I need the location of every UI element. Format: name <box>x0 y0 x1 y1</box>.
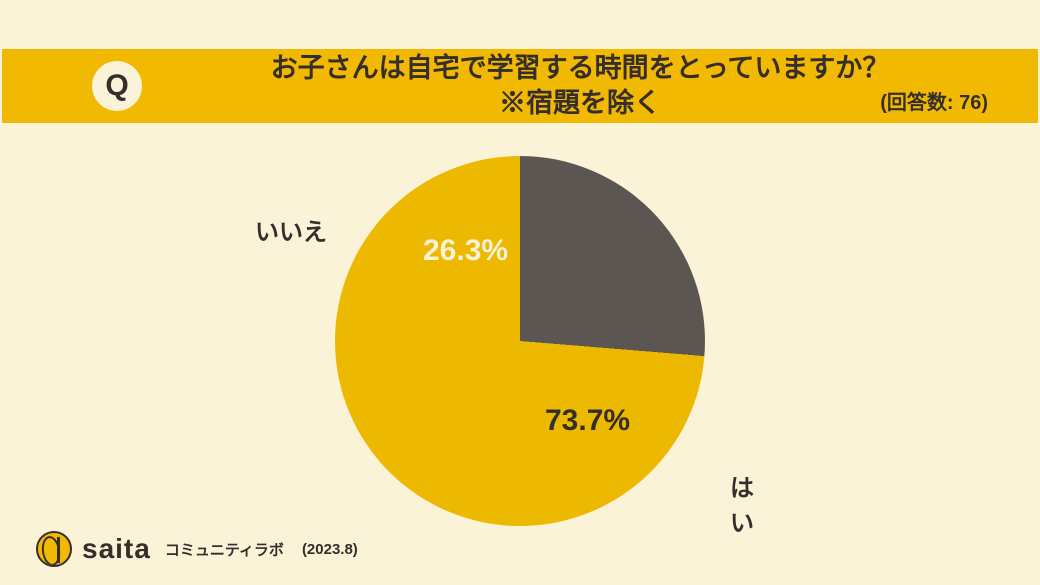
pie-chart-area: 26.3% 73.7% いいえ はい <box>0 142 1040 540</box>
label-yes: はい <box>730 468 754 538</box>
brand-logo-icon <box>36 531 72 567</box>
respondent-count: (回答数: 76) <box>880 86 988 115</box>
brand-subtitle: コミュニティラボ <box>165 539 284 560</box>
footer: saita コミュニティラボ (2023.8) <box>36 531 358 567</box>
brand-name: saita <box>82 533 151 565</box>
question-header-bar: Q お子さんは自宅で学習する時間をとっていますか？ ※宿題を除く (回答数: 7… <box>2 49 1038 123</box>
label-no: いいえ <box>255 212 327 247</box>
pie-chart <box>335 156 705 526</box>
pie-wrap: 26.3% 73.7% いいえ はい <box>335 156 705 526</box>
percentage-no: 26.3% <box>423 234 508 268</box>
brand-date: (2023.8) <box>302 541 358 558</box>
percentage-yes: 73.7% <box>545 404 630 438</box>
question-line-1: お子さんは自宅で学習する時間をとっていますか？ <box>122 51 1038 86</box>
